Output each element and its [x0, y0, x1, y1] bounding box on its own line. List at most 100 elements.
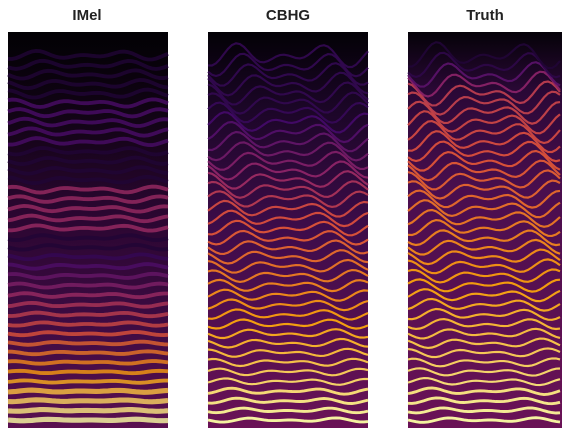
- harmonic: [207, 42, 369, 69]
- harmonic: [7, 184, 169, 195]
- harmonic: [207, 199, 369, 218]
- harmonic: [407, 41, 561, 70]
- harmonic: [407, 288, 561, 303]
- harmonic: [207, 111, 369, 134]
- harmonic: [207, 209, 369, 228]
- harmonic: [407, 179, 561, 200]
- harmonic: [207, 141, 369, 162]
- harmonic: [207, 81, 369, 106]
- harmonic: [7, 271, 169, 281]
- harmonic: [207, 347, 369, 358]
- harmonic: [207, 416, 369, 424]
- harmonic: [207, 318, 369, 330]
- harmonic: [7, 242, 169, 252]
- harmonic: [7, 407, 169, 414]
- harmonic: [207, 190, 369, 208]
- harmonic: [207, 229, 369, 246]
- harmonic: [207, 170, 369, 190]
- harmonic: [407, 208, 561, 228]
- harmonic: [7, 174, 169, 186]
- harmonic: [7, 107, 169, 119]
- harmonic: [7, 116, 169, 128]
- harmonic: [207, 130, 369, 153]
- harmonic: [7, 349, 169, 357]
- harmonic: [207, 406, 369, 415]
- harmonic: [407, 386, 561, 396]
- harmonic: [207, 396, 369, 405]
- harmonics: [7, 41, 561, 424]
- harmonic: [407, 70, 561, 98]
- harmonic: [7, 126, 169, 138]
- harmonic: [407, 367, 561, 377]
- harmonic: [207, 337, 369, 349]
- harmonic: [7, 291, 168, 300]
- harmonic: [407, 61, 561, 88]
- harmonic: [207, 219, 369, 237]
- harmonic: [407, 248, 561, 266]
- harmonic: [407, 357, 561, 368]
- harmonic: [407, 80, 561, 107]
- harmonic: [207, 180, 369, 199]
- harmonic: [207, 367, 369, 377]
- harmonic: [407, 149, 561, 172]
- harmonic: [407, 159, 561, 182]
- harmonic: [207, 328, 369, 340]
- harmonic: [207, 258, 369, 274]
- harmonic: [207, 239, 369, 255]
- harmonic: [407, 90, 561, 116]
- spectrogram: [208, 32, 368, 428]
- harmonic: [407, 110, 561, 135]
- harmonic: [7, 387, 169, 395]
- harmonic: [407, 130, 561, 154]
- harmonic: [207, 101, 369, 124]
- harmonic: [207, 377, 369, 386]
- harmonic: [407, 268, 561, 284]
- harmonic: [7, 320, 169, 328]
- harmonic: [207, 269, 369, 283]
- harmonic: [7, 330, 169, 338]
- harmonic: [7, 155, 169, 166]
- harmonic: [407, 258, 561, 275]
- harmonic: [207, 62, 369, 87]
- harmonic: [207, 308, 369, 321]
- harmonic: [7, 194, 169, 204]
- harmonic: [207, 386, 369, 396]
- harmonic: [8, 223, 169, 233]
- harmonic: [407, 307, 561, 321]
- harmonic: [7, 68, 169, 81]
- harmonic: [407, 238, 561, 256]
- panel-title: CBHG: [266, 7, 310, 24]
- harmonic: [407, 189, 561, 209]
- harmonic: [7, 213, 169, 224]
- harmonic: [7, 203, 169, 214]
- harmonic: [7, 281, 169, 290]
- harmonic: [7, 378, 168, 385]
- harmonic: [407, 416, 561, 424]
- harmonic: [407, 219, 561, 237]
- harmonic: [7, 339, 169, 347]
- panel-title: Truth: [466, 7, 504, 24]
- harmonic: [7, 97, 169, 109]
- harmonic: [407, 337, 561, 349]
- harmonic: [207, 150, 369, 171]
- harmonic: [207, 52, 369, 78]
- panel-title: IMel: [72, 7, 101, 24]
- harmonic: [207, 249, 369, 265]
- harmonic: [207, 91, 369, 115]
- harmonic: [7, 252, 169, 262]
- harmonic: [407, 297, 561, 312]
- harmonic: [407, 318, 561, 331]
- harmonic: [7, 310, 169, 319]
- harmonic: [407, 229, 561, 247]
- harmonic: [7, 359, 169, 366]
- harmonic: [7, 368, 169, 376]
- harmonic: [407, 100, 561, 125]
- harmonic: [8, 136, 169, 148]
- harmonic: [407, 327, 561, 340]
- harmonic: [7, 165, 169, 176]
- harmonic: [7, 233, 169, 243]
- harmonic: [407, 347, 561, 359]
- harmonic: [7, 416, 169, 424]
- harmonic: [207, 357, 369, 368]
